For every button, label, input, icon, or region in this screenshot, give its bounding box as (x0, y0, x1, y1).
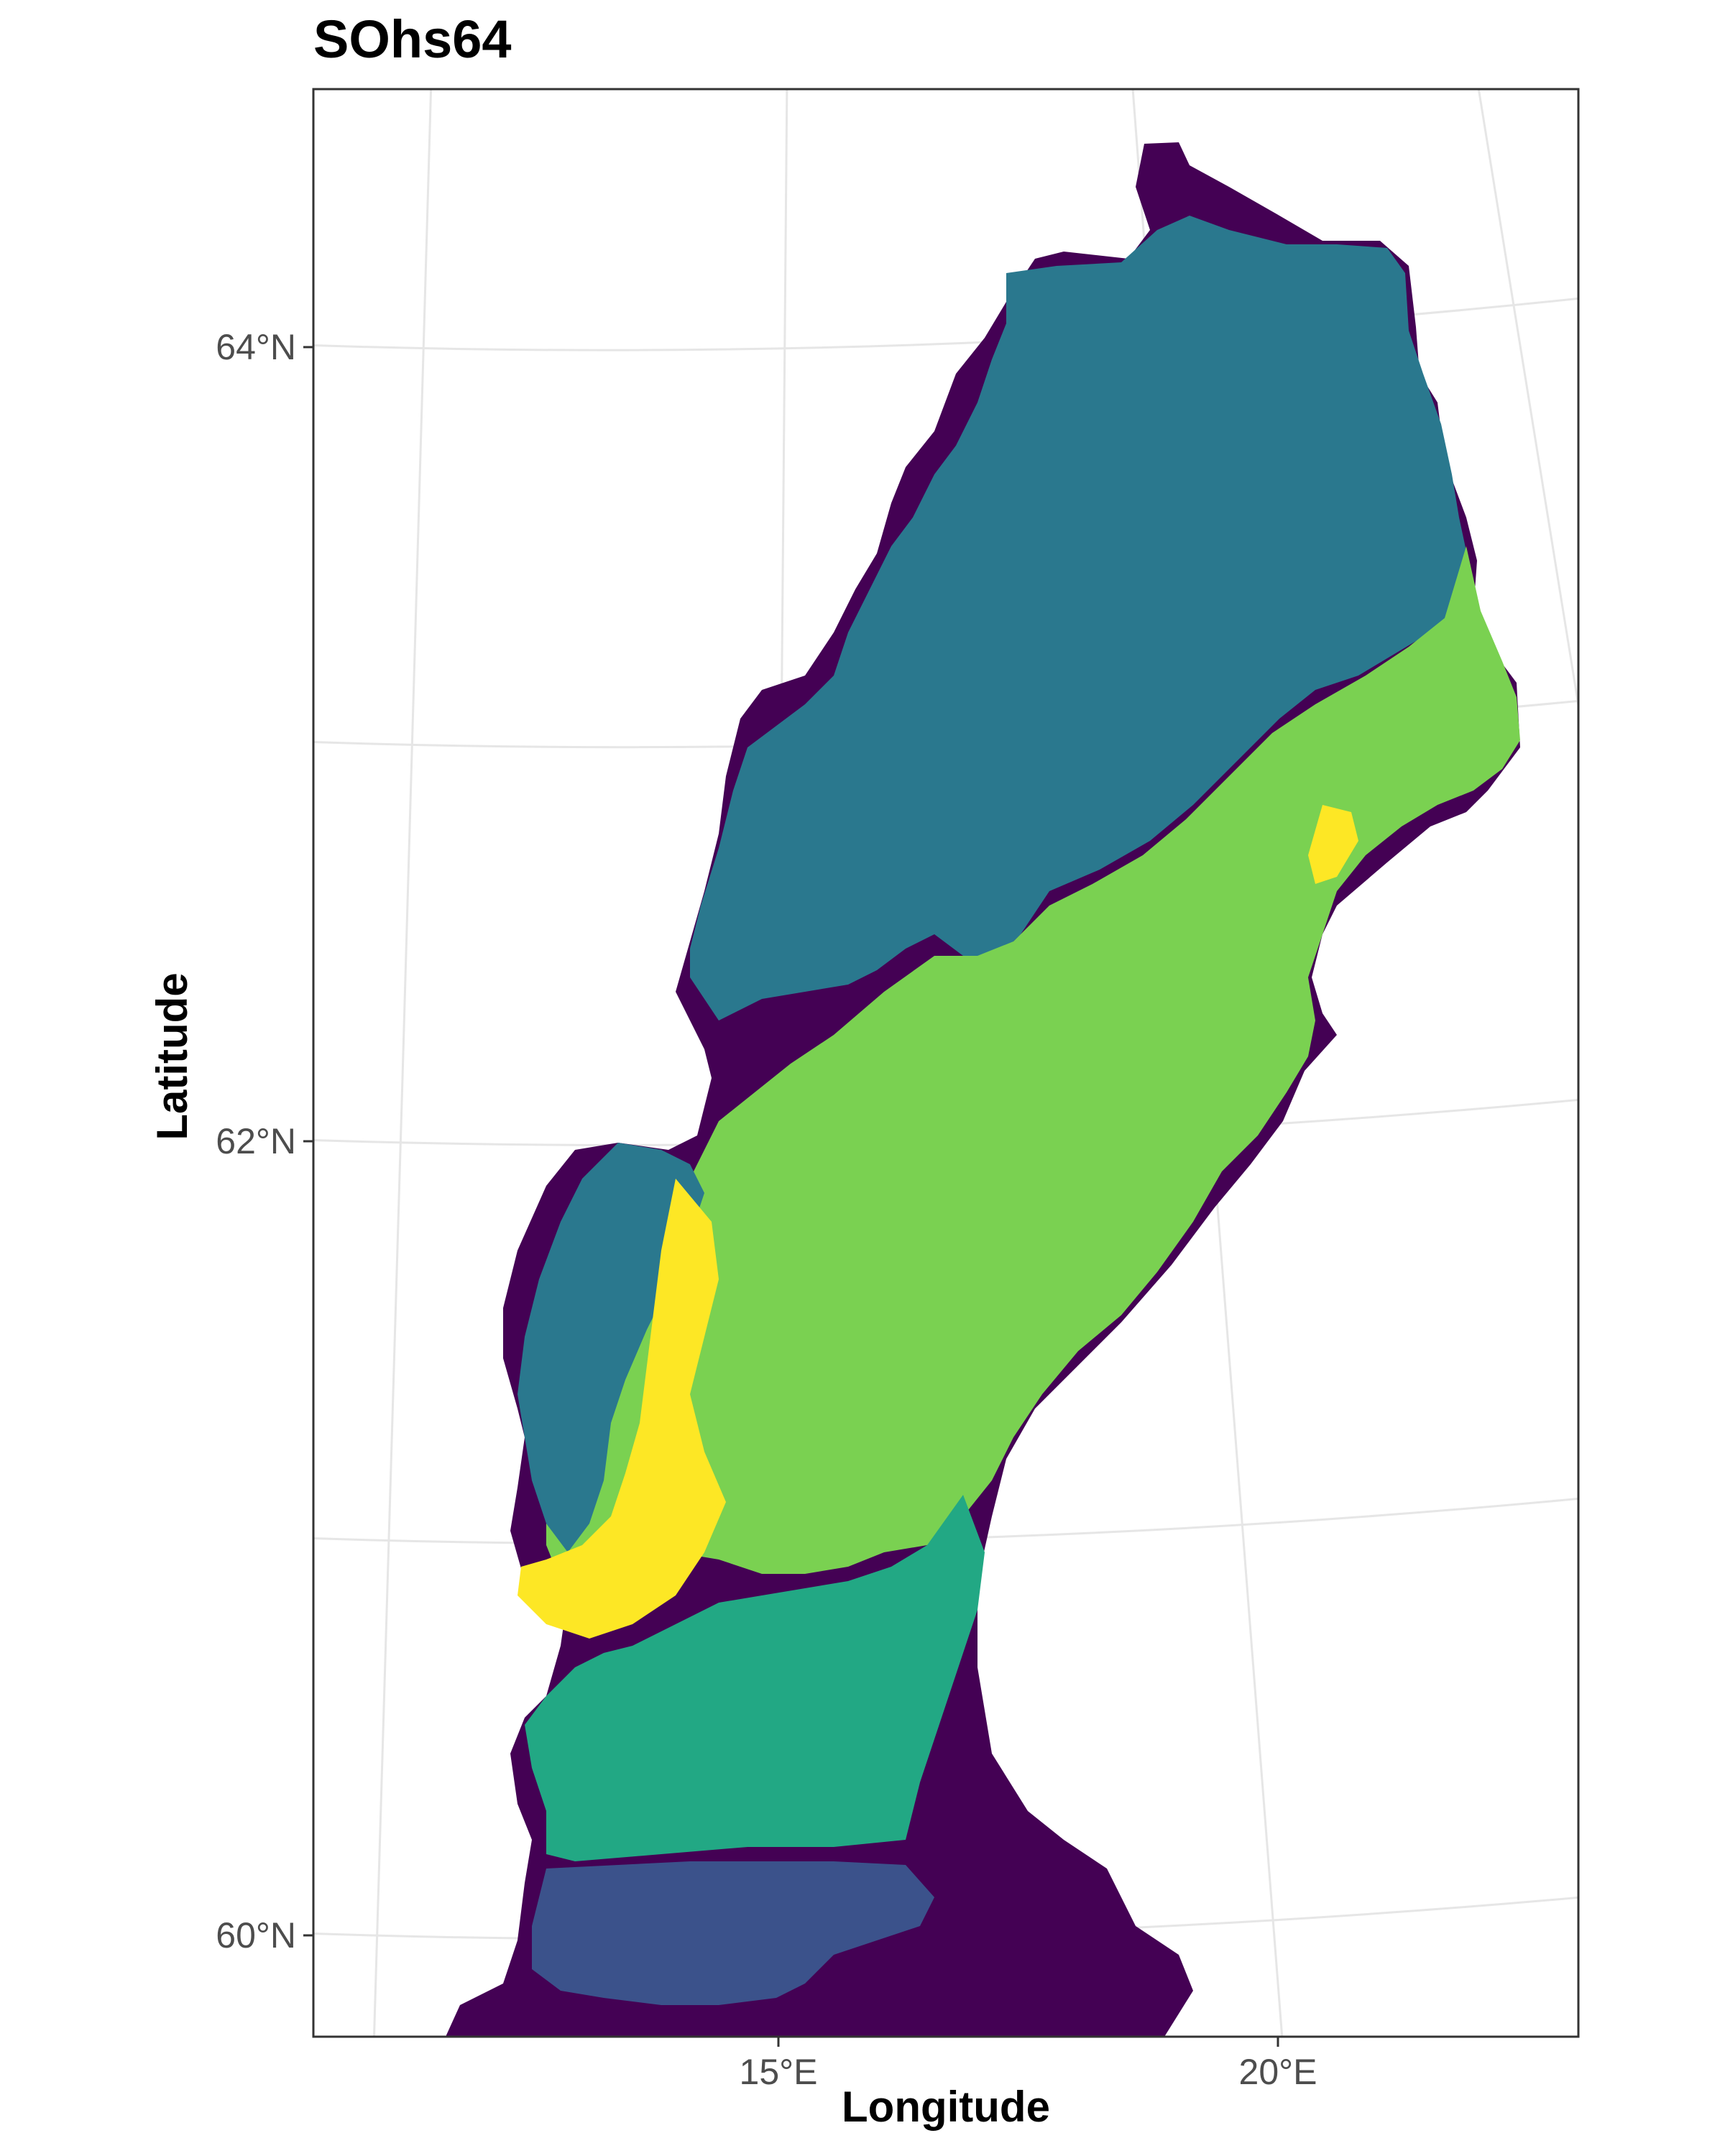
graticule-line-lon-25 (1477, 89, 1578, 712)
panel-border (312, 88, 1580, 2038)
region-central-class-5 (546, 546, 1520, 1581)
y-axis: 60°N62°N64°N66°N68°N (216, 327, 313, 1955)
y-tick-label: 62°N (216, 1121, 296, 1161)
x-tick-label: 20°E (1239, 2052, 1317, 2092)
x-axis-title: Longitude (842, 2083, 1050, 2131)
region-south-class-2 (532, 1861, 934, 2005)
x-axis: 15°E 20°E (740, 2037, 1317, 2092)
raster-map (446, 142, 1520, 2037)
region-west-class-3 (518, 1143, 704, 1552)
y-tick-label: 64°N (216, 327, 296, 367)
y-axis-title: Latitude (148, 972, 196, 1141)
chart-title: SOhs64 (313, 9, 512, 69)
graticule-line-lon-10 (372, 89, 433, 2037)
region-yellow-class-6 (518, 1179, 726, 1639)
region-north-class-3 (690, 216, 1470, 1021)
x-tick-label: 15°E (740, 2052, 818, 2092)
region-south-class-4 (525, 1495, 985, 1861)
region-coast-class-6 (1308, 805, 1358, 884)
y-tick-label: 60°N (216, 1915, 296, 1955)
